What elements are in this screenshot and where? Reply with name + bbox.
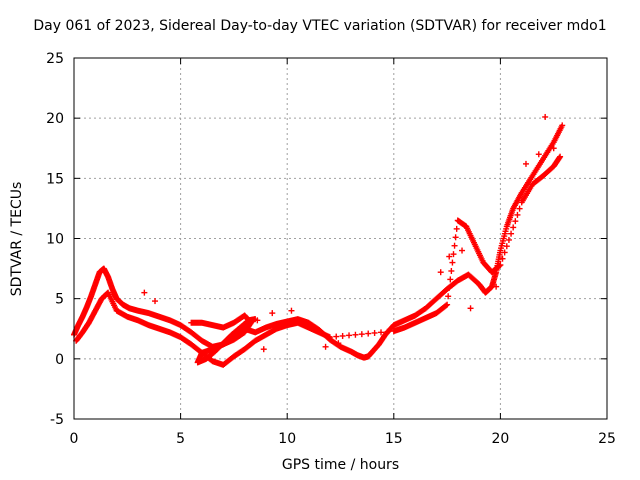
data-point-marker — [152, 298, 159, 305]
data-point-marker — [378, 329, 385, 336]
data-point-marker — [322, 343, 329, 350]
y-tick-label: 25 — [46, 51, 64, 67]
data-point-marker — [141, 289, 148, 296]
data-point-marker — [449, 259, 456, 266]
data-point-marker — [522, 160, 529, 167]
data-point-marker — [497, 261, 504, 268]
data-point-marker — [346, 332, 353, 339]
data-point-marker — [501, 249, 508, 256]
x-tick-label: 10 — [278, 431, 296, 447]
data-point-marker — [326, 334, 333, 341]
grid-lines — [74, 58, 607, 419]
x-tick-label: 25 — [598, 431, 616, 447]
data-point-marker — [444, 301, 451, 308]
data-point-marker — [447, 276, 454, 283]
x-tick-label: 15 — [385, 431, 403, 447]
data-point-marker — [496, 262, 503, 269]
data-point-marker — [499, 255, 506, 262]
data-point-marker — [254, 317, 261, 324]
data-point-marker — [446, 284, 453, 291]
data-point-marker — [452, 234, 459, 241]
data-point-marker — [365, 330, 372, 337]
data-point-marker — [557, 153, 564, 160]
x-tick-label: 20 — [491, 431, 509, 447]
data-point-marker — [559, 122, 566, 129]
data-point-marker — [467, 305, 474, 312]
y-axis-label: SDTVAR / TECUs — [9, 181, 25, 297]
data-point-marker — [512, 218, 519, 225]
y-tick-label: 20 — [46, 111, 64, 127]
data-point-marker — [453, 225, 460, 232]
data-point-marker — [459, 247, 466, 254]
data-point-marker — [448, 267, 455, 274]
data-point-marker — [514, 211, 521, 218]
data-point-marker — [503, 243, 510, 250]
data-point-marker — [510, 224, 517, 231]
chart-title: Day 061 of 2023, Sidereal Day-to-day VTE… — [33, 18, 607, 34]
data-point-marker — [260, 346, 267, 353]
y-tick-label: 10 — [46, 232, 64, 248]
x-axis-label: GPS time / hours — [281, 457, 400, 473]
data-point-marker — [508, 230, 515, 237]
y-tick-label: 5 — [55, 292, 64, 308]
y-tick-label: -5 — [50, 412, 64, 428]
data-point-marker — [450, 251, 457, 258]
data-point-marker — [516, 205, 523, 212]
data-point-marker — [371, 329, 378, 336]
data-point-marker — [352, 331, 359, 338]
data-point-marker — [333, 333, 340, 340]
data-point-marker — [437, 269, 444, 276]
y-axis-ticks: -5 0 5 10 15 20 25 — [46, 51, 607, 428]
data-point-marker — [451, 242, 458, 249]
data-point-marker — [445, 293, 452, 300]
data-point-marker — [288, 307, 295, 314]
x-tick-label: 0 — [70, 431, 79, 447]
data-point-marker — [550, 145, 557, 152]
data-point-marker — [493, 283, 500, 290]
data-point-marker — [535, 151, 542, 158]
data-point-marker — [269, 310, 276, 317]
data-point-marker — [358, 331, 365, 338]
data-points — [71, 113, 566, 368]
data-point-marker — [505, 236, 512, 243]
y-tick-label: 15 — [46, 171, 64, 187]
plot-frame — [73, 57, 608, 420]
y-tick-label: 0 — [55, 352, 64, 368]
data-point-marker — [277, 322, 284, 329]
data-point-marker — [335, 340, 342, 347]
data-point-marker — [542, 113, 549, 120]
data-point-marker — [443, 302, 450, 309]
data-point-marker — [339, 332, 346, 339]
data-point-marker — [384, 328, 391, 335]
x-tick-label: 5 — [176, 431, 185, 447]
data-point-marker — [446, 253, 453, 260]
x-axis-ticks: 0 5 10 15 20 25 — [70, 58, 616, 447]
